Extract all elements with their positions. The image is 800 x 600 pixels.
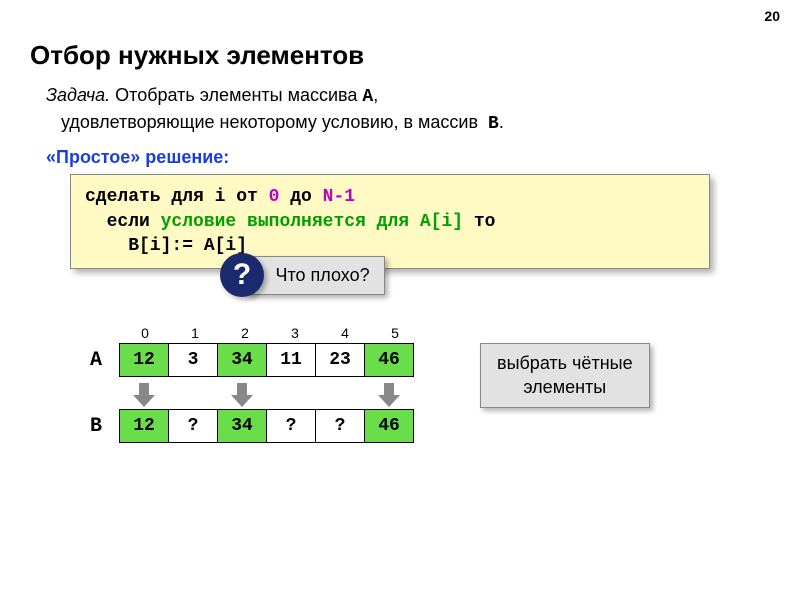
code-l1a: сделать для i от [85,187,269,207]
solution-label: «Простое» решение: [46,147,770,168]
array-cell: 34 [217,343,267,377]
code-l2b: то [463,212,495,232]
array-cell: 12 [119,409,169,443]
task-arrA: A [362,87,373,107]
array-cell: ? [168,409,218,443]
index-cell: 0 [120,325,170,341]
code-zero: 0 [269,187,280,207]
code-line-1: сделать для i от 0 до N-1 [85,185,695,209]
code-cond: условие выполняется для A[i] [161,212,463,232]
array-cell: 11 [266,343,316,377]
array-b-row: B 12?34??46 [90,409,770,443]
task-text: Задача. Отобрать элементы массива A, удо… [46,83,770,137]
array-cell: ? [315,409,365,443]
array-cell: 46 [364,409,414,443]
index-cell: 3 [270,325,320,341]
callout-text: Что плохо? [246,256,384,295]
slide-title: Отбор нужных элементов [30,40,770,71]
array-a-label: A [90,349,120,372]
array-b-cells: 12?34??46 [120,409,414,443]
slide-content: Отбор нужных элементов Задача. Отобрать … [0,0,800,467]
array-a-row: A 12334112346 [90,343,770,377]
array-cell: 3 [168,343,218,377]
page-number: 20 [764,8,780,24]
code-n1: N-1 [323,187,355,207]
select-even-box: выбрать чётные элементы [480,343,650,408]
arrays-diagram: 012345 A 12334112346 B 12?34??46 выбрать… [90,325,770,443]
array-cell: 23 [315,343,365,377]
question-icon: ? [220,253,264,297]
array-cell: ? [266,409,316,443]
index-cell: 4 [320,325,370,341]
code-l2a: если [85,212,161,232]
arrow-row [120,381,770,409]
task-label: Задача. [46,85,110,105]
index-cell: 5 [370,325,420,341]
task-arrB: B [488,114,499,134]
index-cell: 1 [170,325,220,341]
index-cell: 2 [220,325,270,341]
array-b-label: B [90,415,120,438]
code-l1b: до [279,187,322,207]
callout: ? Что плохо? [220,253,770,297]
index-row: 012345 [120,325,770,341]
array-cell: 34 [217,409,267,443]
task-t3: . [499,112,504,132]
array-a-cells: 12334112346 [120,343,414,377]
array-cell: 12 [119,343,169,377]
code-line-2: если условие выполняется для A[i] то [85,210,695,234]
task-t1: Отобрать элементы массива [110,85,362,105]
array-cell: 46 [364,343,414,377]
